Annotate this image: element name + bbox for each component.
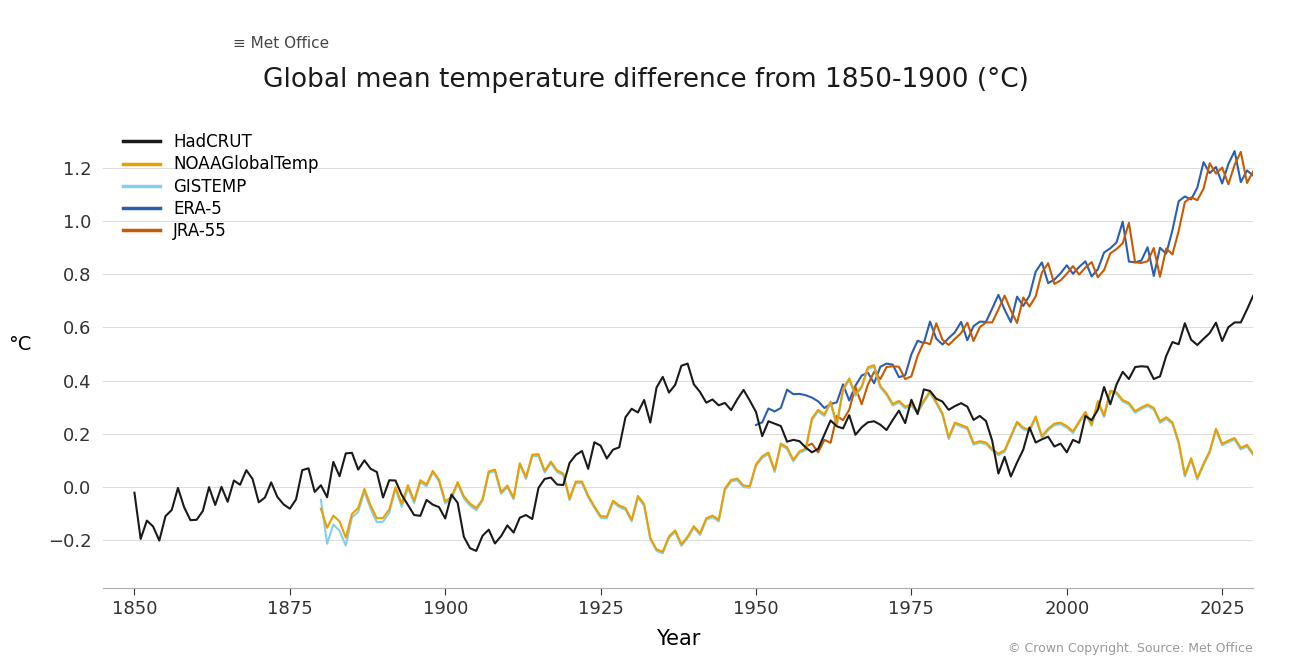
JRA-55: [848, 383, 863, 391]
NOAAGlobalTemp: [1059, 422, 1075, 430]
HadCRUT: [127, 489, 142, 497]
NOAAGlobalTemp: [655, 548, 671, 556]
JRA-55: [1102, 249, 1118, 257]
HadCRUT: [251, 498, 266, 506]
JRA-55: [1047, 280, 1062, 288]
Line: NOAAGlobalTemp: NOAAGlobalTemp: [320, 149, 1292, 552]
Line: JRA-55: JRA-55: [806, 148, 1271, 452]
JRA-55: [1264, 144, 1279, 152]
ERA-5: [1053, 269, 1068, 277]
ERA-5: [748, 421, 764, 429]
HadCRUT: [432, 503, 447, 511]
ERA-5: [1146, 272, 1162, 280]
X-axis label: Year: Year: [656, 629, 700, 649]
NOAAGlobalTemp: [1177, 471, 1193, 479]
JRA-55: [798, 442, 814, 450]
Y-axis label: °C: °C: [9, 335, 32, 354]
Line: GISTEMP: GISTEMP: [320, 151, 1292, 553]
ERA-5: [823, 400, 839, 408]
Line: HadCRUT: HadCRUT: [134, 148, 1292, 551]
HadCRUT: [872, 421, 888, 429]
HadCRUT: [991, 470, 1006, 478]
Line: ERA-5: ERA-5: [756, 147, 1266, 425]
GISTEMP: [438, 500, 453, 508]
ERA-5: [1258, 143, 1274, 151]
Text: Global mean temperature difference from 1850-1900 (°C): Global mean temperature difference from …: [264, 67, 1028, 93]
JRA-55: [1177, 198, 1193, 206]
ERA-5: [1115, 218, 1130, 226]
GISTEMP: [618, 506, 633, 514]
GISTEMP: [419, 482, 434, 490]
Legend: HadCRUT, NOAAGlobalTemp, GISTEMP, ERA-5, JRA-55: HadCRUT, NOAAGlobalTemp, GISTEMP, ERA-5,…: [123, 133, 319, 240]
GISTEMP: [655, 549, 671, 557]
NOAAGlobalTemp: [618, 504, 633, 512]
ERA-5: [779, 385, 795, 393]
JRA-55: [810, 448, 826, 456]
Text: ≡ Met Office: ≡ Met Office: [233, 36, 328, 51]
GISTEMP: [1059, 424, 1075, 432]
Text: © Crown Copyright. Source: Met Office: © Crown Copyright. Source: Met Office: [1009, 642, 1253, 655]
NOAAGlobalTemp: [438, 498, 453, 506]
JRA-55: [966, 337, 982, 345]
GISTEMP: [1177, 472, 1193, 480]
NOAAGlobalTemp: [313, 504, 328, 512]
NOAAGlobalTemp: [419, 480, 434, 488]
ERA-5: [854, 371, 870, 379]
GISTEMP: [313, 496, 328, 504]
HadCRUT: [233, 481, 248, 489]
JRA-55: [1115, 239, 1130, 247]
HadCRUT: [469, 547, 484, 555]
